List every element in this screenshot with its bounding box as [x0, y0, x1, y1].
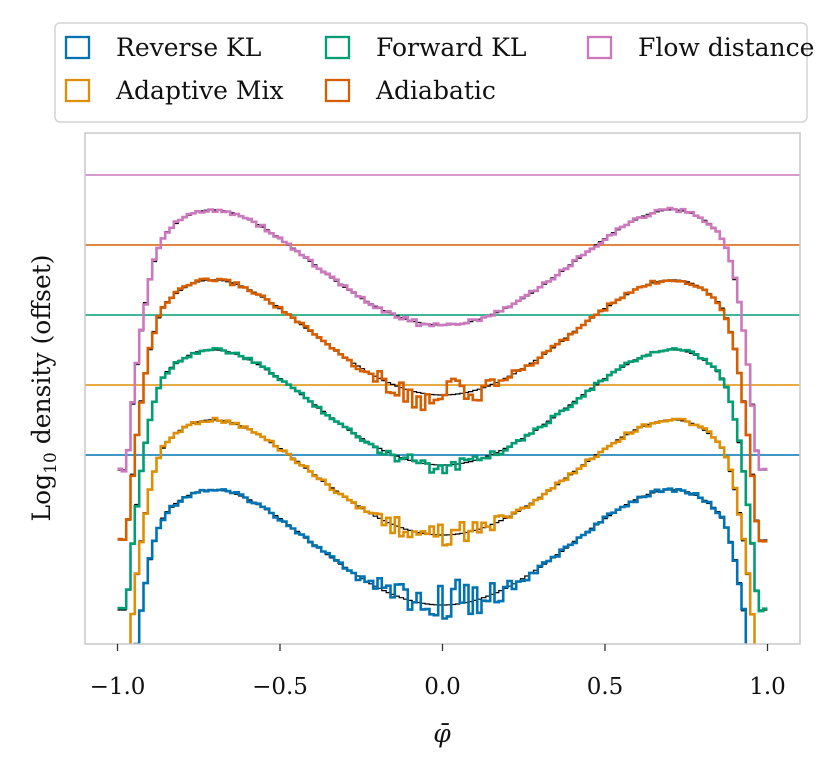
series-line-reverse-kl	[133, 487, 748, 644]
legend-frame	[54, 22, 808, 123]
x-tick-label: 1.0	[749, 674, 786, 700]
legend-label-reverse-kl: Reverse KL	[116, 33, 261, 62]
reference-histogram-forward-kl	[117, 349, 768, 611]
x-tick-label: −0.5	[252, 674, 308, 700]
legend-label-adaptive-mix: Adaptive Mix	[115, 76, 284, 105]
series-line-forward-kl	[117, 347, 768, 613]
legend-label-forward-kl: Forward KL	[376, 33, 526, 62]
y-axis-label-subscript: 10	[41, 452, 61, 474]
plot-frame	[84, 132, 801, 645]
legend-label-flow-distance: Flow distance	[638, 33, 814, 62]
legend-swatch-adiabatic	[324, 78, 351, 103]
legend-label-adiabatic: Adiabatic	[375, 76, 496, 105]
legend: Reverse KL Forward KL Flow distance Adaptiv…	[54, 22, 814, 123]
x-tick-label: −1.0	[90, 674, 146, 700]
series-line-adiabatic	[117, 277, 768, 543]
x-tick-label: 0.5	[587, 674, 624, 700]
x-tick-label: 0.0	[424, 674, 461, 700]
reference-histogram-adaptive-mix	[129, 419, 756, 644]
legend-swatch-adaptive-mix	[64, 78, 91, 103]
series-line-adaptive-mix	[129, 416, 756, 644]
series-line-flow-distance	[117, 206, 768, 473]
legend-swatch-forward-kl	[324, 35, 351, 60]
x-axis-ticks: −1.0 −0.5 0.0 0.5 1.0	[90, 644, 786, 700]
plot-area	[85, 174, 800, 644]
reference-histogram-adiabatic	[117, 279, 768, 541]
y-axis-label: Log10 density (offset)	[27, 254, 61, 521]
reference-histogram-flow-distance	[117, 209, 768, 471]
x-axis-label: φ̄	[433, 719, 451, 748]
legend-swatch-flow-distance	[586, 35, 613, 60]
legend-swatch-reverse-kl	[64, 35, 91, 60]
y-axis-label-rest: density (offset)	[27, 254, 56, 452]
